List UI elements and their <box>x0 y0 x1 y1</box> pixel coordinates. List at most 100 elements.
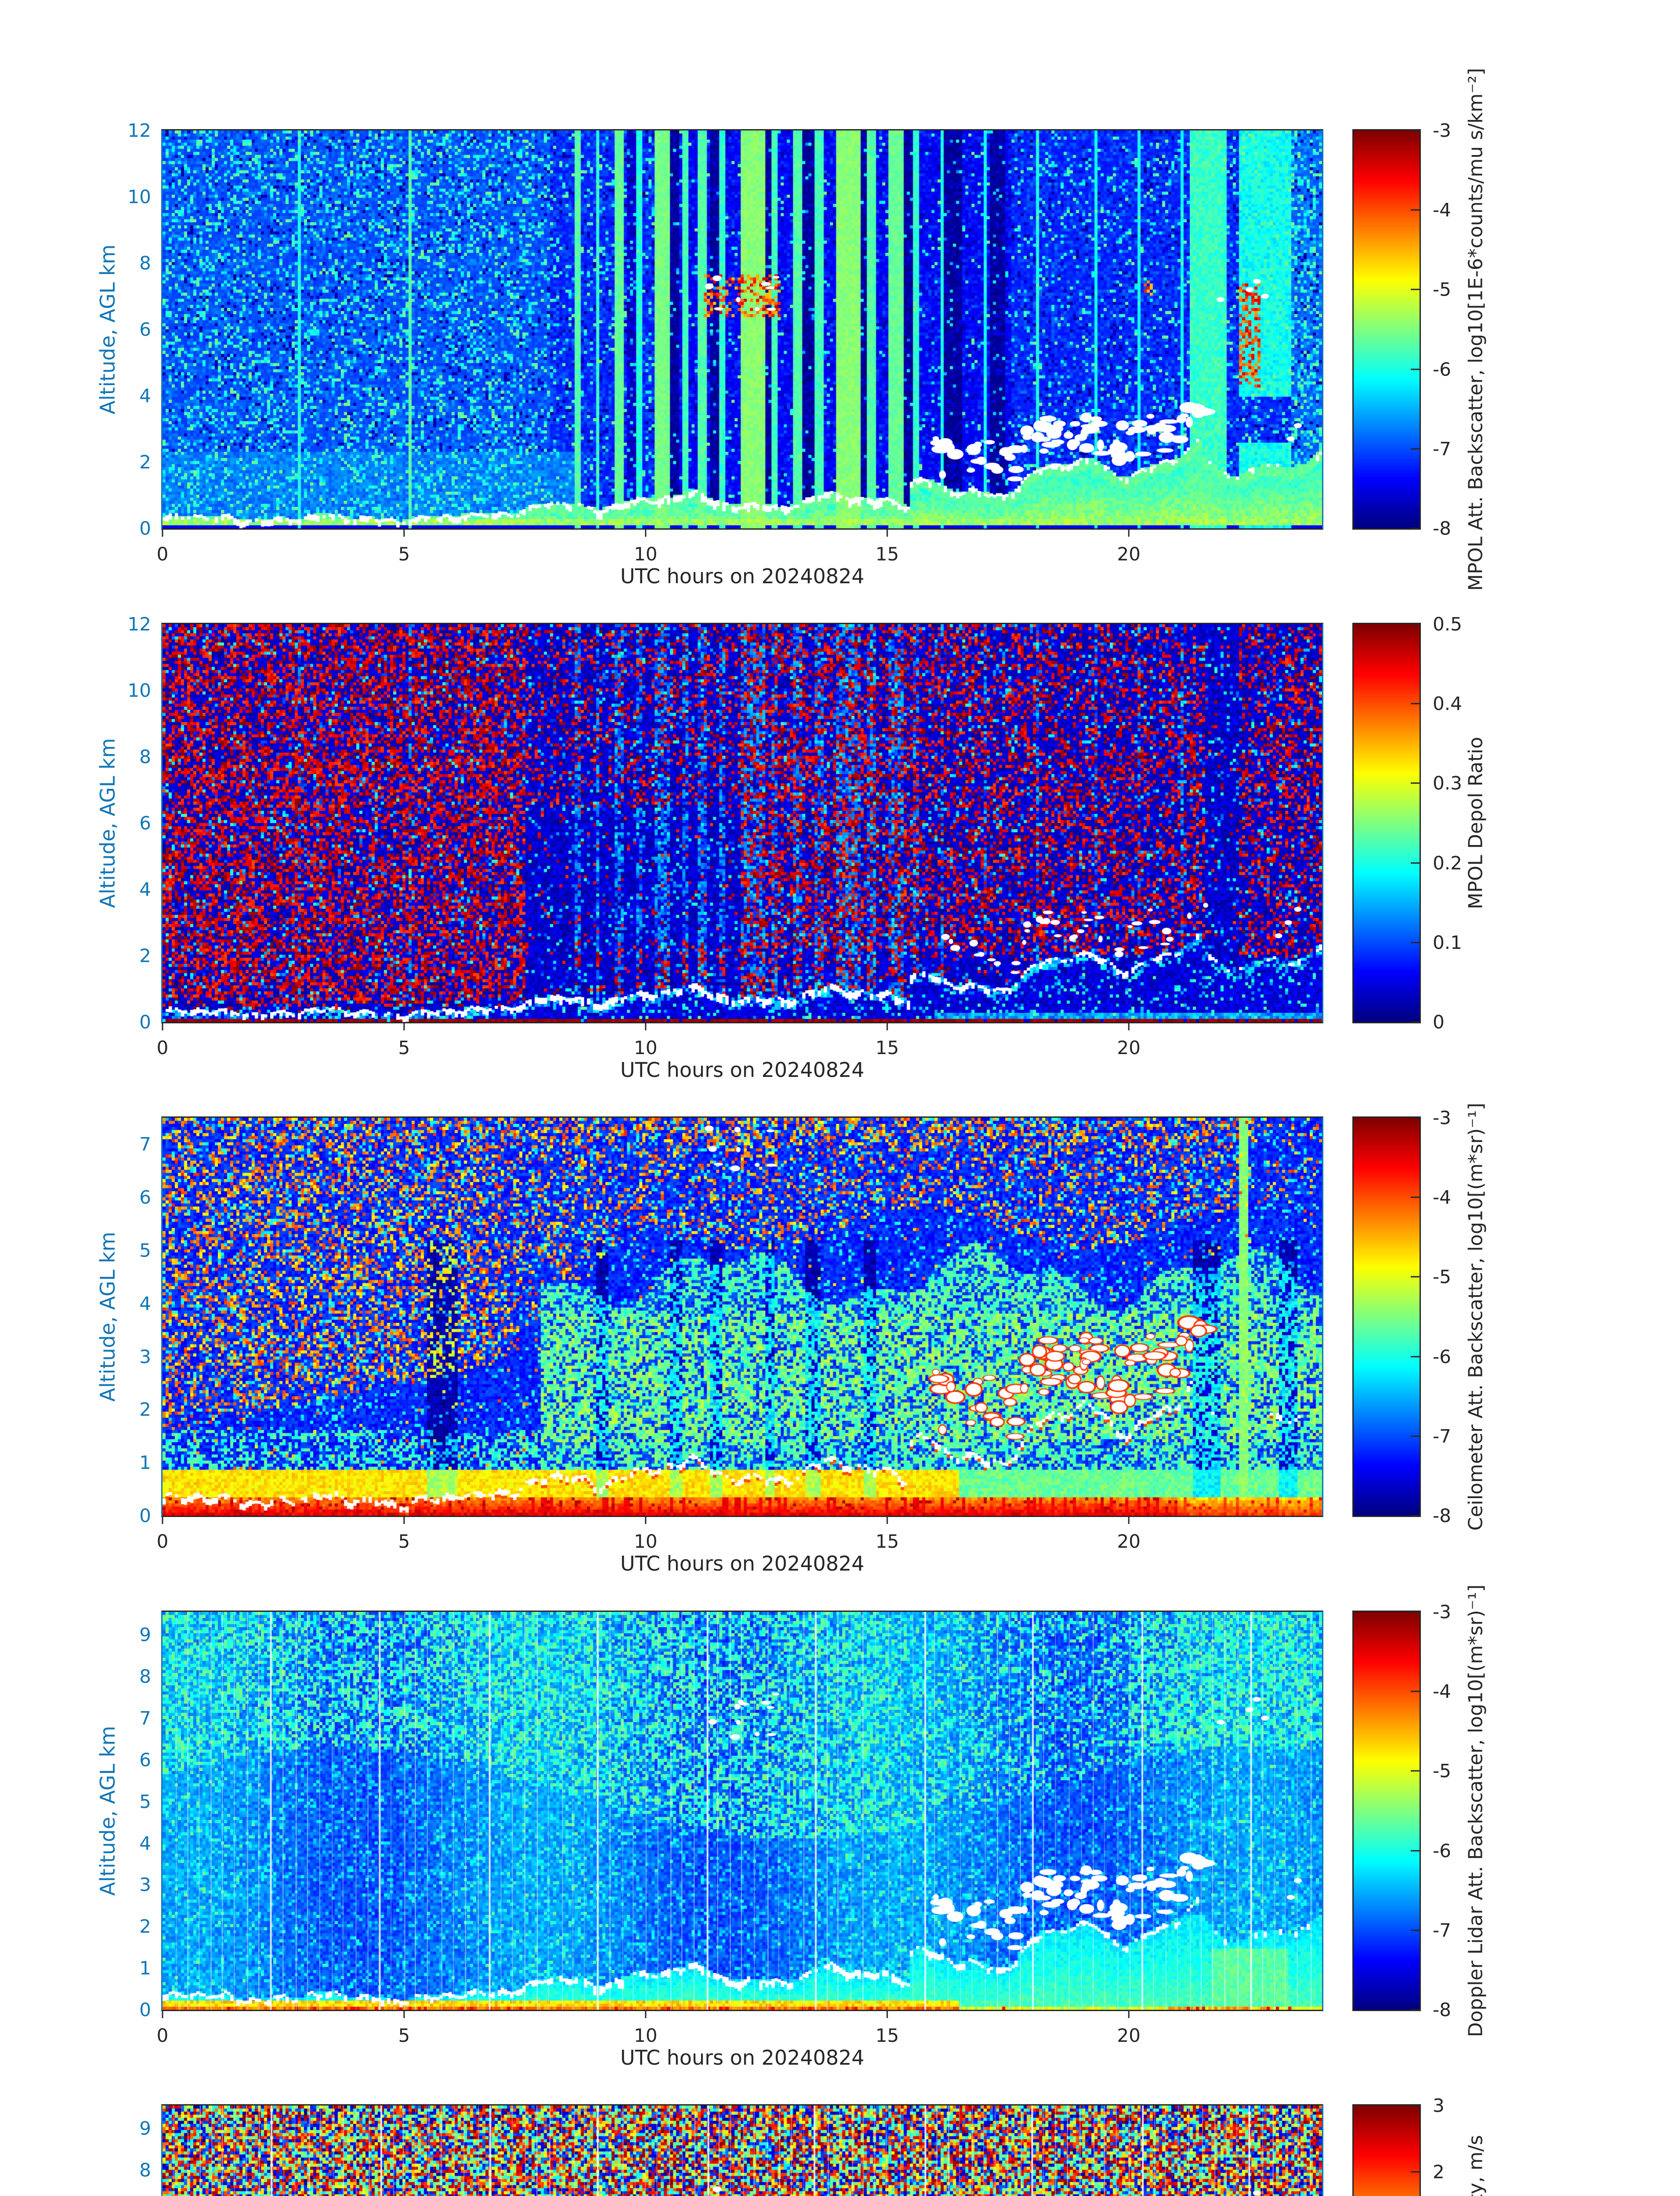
colorbar-tick-mark <box>1411 1196 1420 1198</box>
y-tick-label: 3 <box>139 1874 151 1896</box>
colorbar-tick-mark <box>1411 368 1420 370</box>
y-tick-label: 10 <box>127 679 151 701</box>
x-tick-label: 20 <box>1117 1037 1141 1058</box>
x-tick-mark <box>1128 1023 1130 1030</box>
heatmap-plot <box>161 1116 1323 1517</box>
y-tick-label: 6 <box>139 1749 151 1771</box>
y-tick-label: 7 <box>139 1133 151 1155</box>
colorbar-tick-mark <box>1411 1021 1420 1023</box>
colorbar-tick-mark <box>1411 1850 1420 1852</box>
colorbar-tick-mark <box>1411 782 1420 784</box>
y-tick-label: 2 <box>139 1398 151 1420</box>
colorbar <box>1352 1116 1421 1517</box>
y-tick-label: 4 <box>139 385 151 407</box>
colorbar-tick-label: 0.5 <box>1433 613 1462 635</box>
colorbar-tick-label: -3 <box>1433 1107 1451 1129</box>
colorbar-tick-label: -6 <box>1433 358 1451 380</box>
heatmap-canvas <box>163 624 1322 1022</box>
x-tick-mark <box>162 530 163 537</box>
colorbar-tick-mark <box>1411 2105 1420 2106</box>
colorbar <box>1352 1611 1421 2011</box>
colorbar-tick-mark <box>1411 623 1420 625</box>
y-tick-label: 6 <box>139 1186 151 1208</box>
x-tick-label: 5 <box>398 543 410 565</box>
colorbar-tick-label: -8 <box>1433 517 1451 539</box>
x-tick-label: 5 <box>398 2025 410 2046</box>
colorbar-tick-mark <box>1411 1276 1420 1278</box>
y-tick-label: 0 <box>139 517 151 539</box>
x-tick-mark <box>886 1023 888 1030</box>
y-tick-label: 2 <box>139 451 151 473</box>
y-tick-label: 6 <box>139 812 151 834</box>
colorbar-tick-label: 0.2 <box>1433 852 1462 874</box>
x-tick-mark <box>162 2011 163 2018</box>
colorbar-tick-label: -7 <box>1433 1425 1451 1447</box>
y-tick-label: 9 <box>139 2117 151 2139</box>
x-tick-mark <box>1128 1517 1130 1524</box>
y-tick-label: 5 <box>139 1791 151 1813</box>
x-tick-mark <box>162 1023 163 1030</box>
heatmap-canvas <box>163 1118 1322 1516</box>
x-tick-label: 5 <box>398 1037 410 1058</box>
colorbar-tick-label: -6 <box>1433 1346 1451 1368</box>
colorbar-tick-label: -5 <box>1433 1266 1451 1288</box>
colorbar-tick-label: -5 <box>1433 278 1451 300</box>
x-tick-label: 0 <box>156 2025 169 2046</box>
x-tick-label: 10 <box>634 1531 658 1552</box>
heatmap-plot <box>161 2104 1323 2196</box>
y-tick-label: 2 <box>139 945 151 967</box>
y-tick-label: 0 <box>139 1011 151 1033</box>
colorbar-tick-mark <box>1411 1515 1420 1517</box>
colorbar-tick-mark <box>1411 448 1420 450</box>
colorbar-tick-mark <box>1411 1117 1420 1119</box>
y-tick-label: 5 <box>139 1239 151 1261</box>
colorbar-axis-label: Ceilometer Att. Backscatter, log10[(m*sr… <box>1464 1102 1487 1531</box>
x-tick-label: 10 <box>634 1037 658 1058</box>
x-tick-mark <box>1128 530 1130 537</box>
x-tick-mark <box>886 1517 888 1524</box>
colorbar-tick-label: -7 <box>1433 438 1451 460</box>
y-tick-label: 9 <box>139 1624 151 1646</box>
x-tick-label: 20 <box>1117 2025 1141 2046</box>
x-tick-mark <box>645 1023 647 1030</box>
colorbar-tick-label: -4 <box>1433 1186 1451 1208</box>
colorbar-tick-mark <box>1411 1770 1420 1772</box>
x-tick-mark <box>162 1517 163 1524</box>
heatmap-plot <box>161 623 1323 1023</box>
colorbar-tick-mark <box>1411 2009 1420 2011</box>
x-tick-label: 0 <box>156 1531 169 1552</box>
x-tick-mark <box>403 1023 405 1030</box>
y-tick-label: 8 <box>139 252 151 274</box>
colorbar-tick-label: 3 <box>1433 2095 1445 2117</box>
x-tick-label: 10 <box>634 2025 658 2046</box>
colorbar-axis-label: Doppler Lidar Att. Backscatter, log10[(m… <box>1464 1584 1487 2037</box>
x-tick-label: 20 <box>1117 543 1141 565</box>
colorbar-canvas <box>1354 130 1420 528</box>
x-tick-label: 0 <box>156 1037 169 1058</box>
heatmap-canvas <box>163 2106 1322 2196</box>
colorbar-tick-label: -4 <box>1433 1680 1451 1702</box>
colorbar-tick-mark <box>1411 1929 1420 1931</box>
y-tick-label: 0 <box>139 1505 151 1527</box>
y-tick-label: 1 <box>139 1452 151 1474</box>
y-tick-label: 4 <box>139 1832 151 1854</box>
x-axis-label: UTC hours on 20240824 <box>620 564 864 588</box>
heatmap-plot <box>161 129 1323 530</box>
x-tick-label: 15 <box>875 1531 899 1552</box>
colorbar-tick-mark <box>1411 703 1420 704</box>
colorbar-tick-label: -4 <box>1433 199 1451 221</box>
heatmap-canvas <box>163 130 1322 528</box>
x-axis-label: UTC hours on 20240824 <box>620 1552 864 1575</box>
y-tick-label: 6 <box>139 318 151 340</box>
y-tick-label: 8 <box>139 746 151 768</box>
colorbar-tick-label: -5 <box>1433 1760 1451 1782</box>
colorbar-tick-mark <box>1411 2171 1420 2173</box>
colorbar-canvas <box>1354 1612 1420 2010</box>
colorbar-canvas <box>1354 2106 1420 2196</box>
y-tick-label: 4 <box>139 1293 151 1315</box>
colorbar-tick-mark <box>1411 862 1420 864</box>
colorbar-tick-label: -3 <box>1433 1601 1451 1623</box>
colorbar-tick-label: 0.3 <box>1433 772 1462 794</box>
heatmap-canvas <box>163 1612 1322 2010</box>
